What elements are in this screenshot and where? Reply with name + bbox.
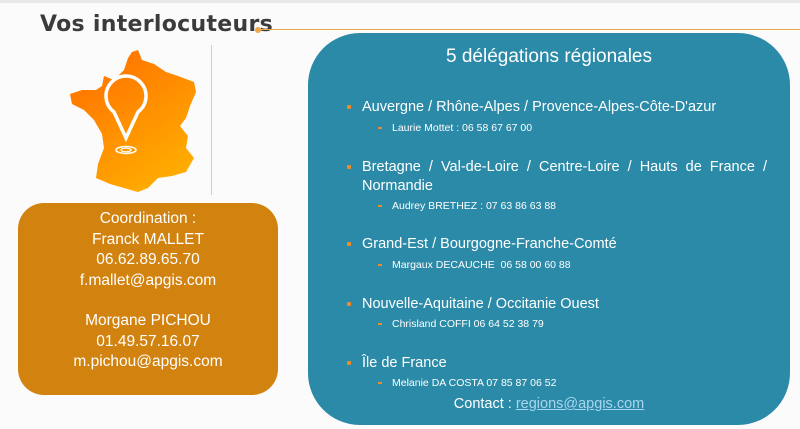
top-border [0,0,800,3]
title-rule [259,29,800,30]
region-item: Bretagne / Val-de-Loire / Centre-Loire /… [347,158,767,196]
region-contact: Margaux DECAUCHE 06 58 00 60 88 [378,258,571,272]
contact-phone: 06.62.89.65.70 [96,251,200,268]
bullet-icon [347,165,351,169]
bullet-icon [347,361,351,365]
bullet-icon [378,205,382,207]
regional-delegations-box: 5 délégations régionales Auvergne / Rhôn… [308,33,790,425]
region-name: Nouvelle-Aquitaine / Occitanie Ouest [362,296,599,312]
region-item: Île de France [347,354,767,373]
region-item: Auvergne / Rhône-Alpes / Provence-Alpes-… [347,98,767,117]
region-contact-text: Laurie Mottet : 06 58 67 67 00 [392,122,533,134]
france-map-pin-icon [70,50,196,192]
regions-email-link[interactable]: regions@apgis.com [515,396,645,412]
coordination-label: Coordination : [99,210,197,227]
region-contact-text: Margaux DECAUCHE 06 58 00 60 88 [392,259,571,271]
contact-name: Morgane PICHOU [85,312,211,329]
region-name: Bretagne / Val-de-Loire / Centre-Loire /… [362,159,767,194]
region-contact: Melanie DA COSTA 07 85 87 06 52 [378,376,557,390]
divider [211,45,212,195]
bullet-icon [378,382,382,384]
region-contact-text: Audrey BRETHEZ : 07 63 86 63 88 [392,200,557,212]
bullet-icon [378,264,382,266]
bullet-icon [378,127,382,129]
contact-phone: 01.49.57.16.07 [96,332,200,350]
region-item: Nouvelle-Aquitaine / Occitanie Ouest [347,295,767,314]
bullet-icon [378,323,382,325]
region-contact-text: Melanie DA COSTA 07 85 87 06 52 [392,377,557,389]
region-name: Île de France [362,355,447,371]
region-contact: Chrisland COFFI 06 64 52 38 79 [378,317,544,331]
regions-title: 5 délégations régionales [446,46,652,67]
regions-contact: Contact : regions@apgis.com [308,396,790,412]
region-item: Grand-Est / Bourgogne-Franche-Comté [347,235,767,254]
title-rule-dot [255,27,261,33]
region-name: Grand-Est / Bourgogne-Franche-Comté [362,236,617,252]
bullet-icon [347,242,351,246]
region-name: Auvergne / Rhône-Alpes / Provence-Alpes-… [362,99,717,115]
contact-email[interactable]: f.mallet@apgis.com [79,271,217,289]
bullet-icon [347,105,351,109]
page-title: Vos interlocuteurs [40,12,273,37]
contact-email[interactable]: m.pichou@apgis.com [73,353,223,370]
bullet-icon [347,302,351,306]
coordination-box: Coordination : Franck MALLET 06.62.89.65… [18,203,278,395]
region-contact: Laurie Mottet : 06 58 67 67 00 [378,121,533,135]
contact-label: Contact : [453,396,516,412]
contact-name: Franck MALLET [92,230,204,248]
region-contact-text: Chrisland COFFI 06 64 52 38 79 [392,318,544,330]
region-contact: Audrey BRETHEZ : 07 63 86 63 88 [378,199,557,213]
